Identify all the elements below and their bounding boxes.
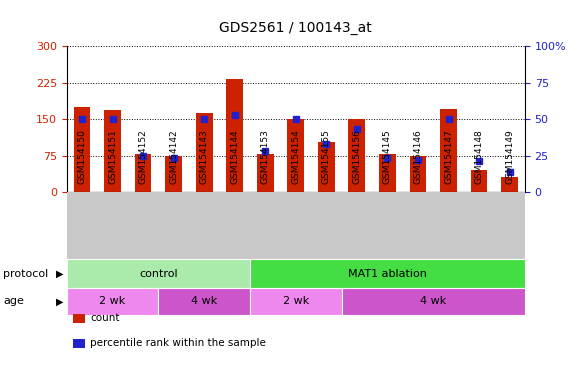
Bar — [471, 170, 487, 192]
Bar — [440, 109, 457, 192]
Text: age: age — [3, 296, 24, 306]
Bar — [409, 157, 426, 192]
Bar — [318, 142, 335, 192]
Bar — [349, 119, 365, 192]
Text: 2 wk: 2 wk — [282, 296, 309, 306]
Text: percentile rank within the sample: percentile rank within the sample — [90, 338, 266, 348]
Bar — [196, 113, 212, 192]
Text: control: control — [139, 268, 177, 279]
Bar — [74, 107, 90, 192]
Bar — [288, 119, 304, 192]
Text: 4 wk: 4 wk — [420, 296, 447, 306]
Text: ▶: ▶ — [56, 296, 64, 306]
Text: MAT1 ablation: MAT1 ablation — [348, 268, 427, 279]
Text: GDS2561 / 100143_at: GDS2561 / 100143_at — [219, 21, 372, 35]
Text: ▶: ▶ — [56, 268, 64, 279]
Bar — [165, 157, 182, 192]
Bar — [257, 154, 274, 192]
Bar — [226, 79, 243, 192]
Bar — [501, 177, 518, 192]
Text: 4 wk: 4 wk — [191, 296, 218, 306]
Bar — [379, 154, 396, 192]
Bar — [104, 110, 121, 192]
Text: protocol: protocol — [3, 268, 48, 279]
Text: 2 wk: 2 wk — [99, 296, 126, 306]
Bar — [135, 154, 151, 192]
Text: count: count — [90, 313, 119, 323]
